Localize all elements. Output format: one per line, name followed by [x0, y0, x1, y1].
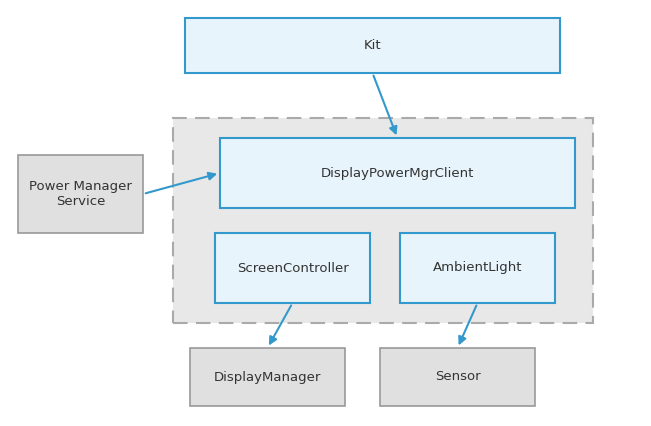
FancyBboxPatch shape: [400, 233, 555, 303]
Text: Sensor: Sensor: [435, 371, 480, 383]
FancyBboxPatch shape: [173, 118, 593, 323]
FancyBboxPatch shape: [215, 233, 370, 303]
FancyBboxPatch shape: [18, 155, 143, 233]
Text: Power Manager
Service: Power Manager Service: [29, 180, 132, 208]
FancyBboxPatch shape: [190, 348, 345, 406]
FancyBboxPatch shape: [380, 348, 535, 406]
Text: Kit: Kit: [364, 39, 381, 52]
Text: ScreenController: ScreenController: [236, 262, 348, 274]
FancyBboxPatch shape: [185, 18, 560, 73]
Text: DisplayPowerMgrClient: DisplayPowerMgrClient: [321, 167, 474, 179]
Text: AmbientLight: AmbientLight: [433, 262, 522, 274]
Text: DisplayManager: DisplayManager: [214, 371, 321, 383]
FancyBboxPatch shape: [220, 138, 575, 208]
